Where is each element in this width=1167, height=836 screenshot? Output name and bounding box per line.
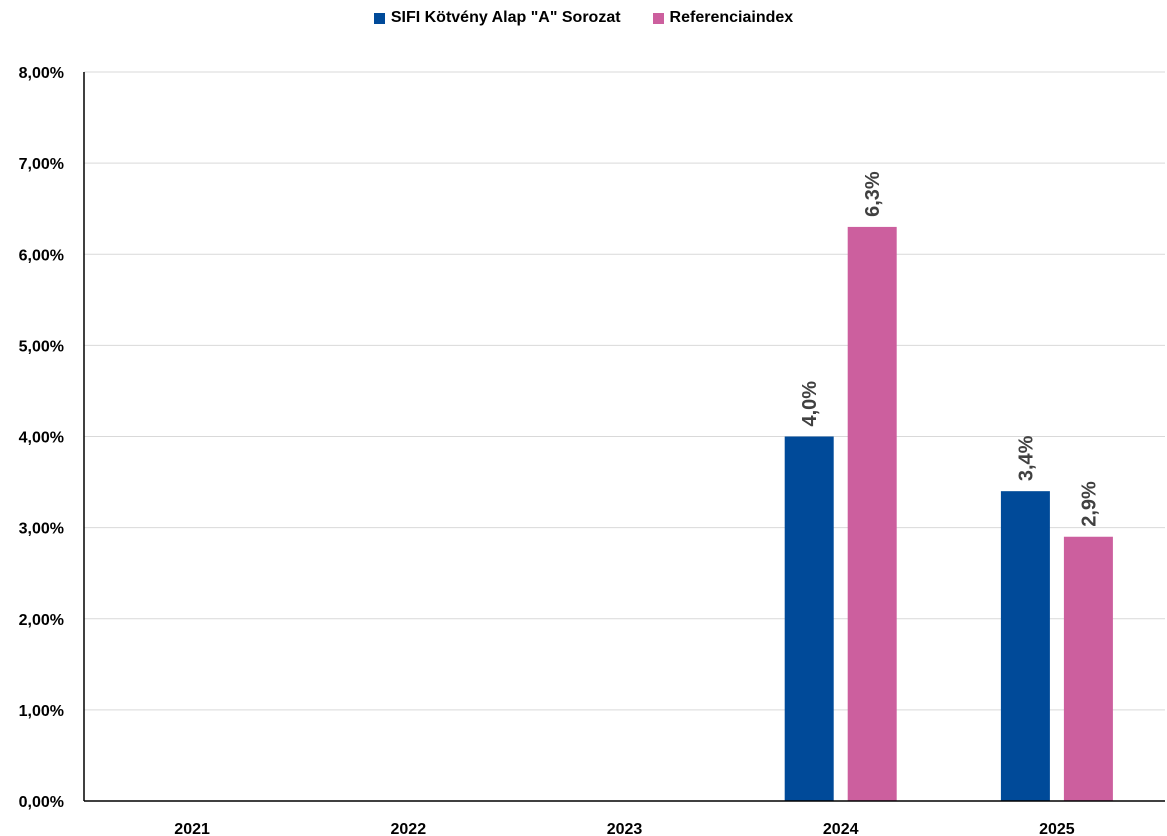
data-label-2024-series-1: 4,0% — [799, 381, 821, 427]
legend-swatch-series-2 — [652, 12, 664, 24]
bar-2024-series-2 — [847, 226, 897, 802]
y-tick-label-4: 4,00% — [19, 430, 64, 447]
x-tick-label-2024: 2024 — [823, 821, 859, 836]
y-tick-label-6: 6,00% — [19, 247, 64, 264]
legend-item-series-1: SIFI Kötvény Alap "A" Sorozat — [373, 9, 621, 27]
x-tick-label-2022: 2022 — [391, 821, 427, 836]
data-label-2025-series-2: 2,9% — [1078, 481, 1100, 527]
legend-label-series-1: SIFI Kötvény Alap "A" Sorozat — [390, 9, 621, 26]
y-tick-label-7: 7,00% — [19, 156, 64, 173]
data-label-2025-series-1: 3,4% — [1015, 435, 1037, 481]
legend-swatch-series-1 — [373, 12, 385, 24]
legend-label-series-2: Referenciaindex — [669, 9, 794, 26]
bar-2024-series-1 — [784, 436, 834, 801]
bar-2025-series-1 — [1000, 491, 1050, 801]
y-tick-label-0: 0,00% — [19, 794, 64, 811]
y-tick-label-2: 2,00% — [19, 612, 64, 629]
bar-2025-series-2 — [1063, 536, 1113, 801]
x-tick-label-2023: 2023 — [607, 821, 643, 836]
y-tick-label-1: 1,00% — [19, 703, 64, 720]
y-tick-label-8: 8,00% — [19, 65, 64, 82]
x-tick-label-2025: 2025 — [1039, 821, 1075, 836]
data-label-2024-series-2: 6,3% — [862, 171, 884, 217]
x-tick-label-2021: 2021 — [174, 821, 210, 836]
chart-legend: SIFI Kötvény Alap "A" Sorozat Referencia… — [0, 9, 1167, 27]
y-tick-label-3: 3,00% — [19, 521, 64, 538]
y-tick-label-5: 5,00% — [19, 338, 64, 355]
legend-item-series-2: Referenciaindex — [652, 9, 794, 27]
